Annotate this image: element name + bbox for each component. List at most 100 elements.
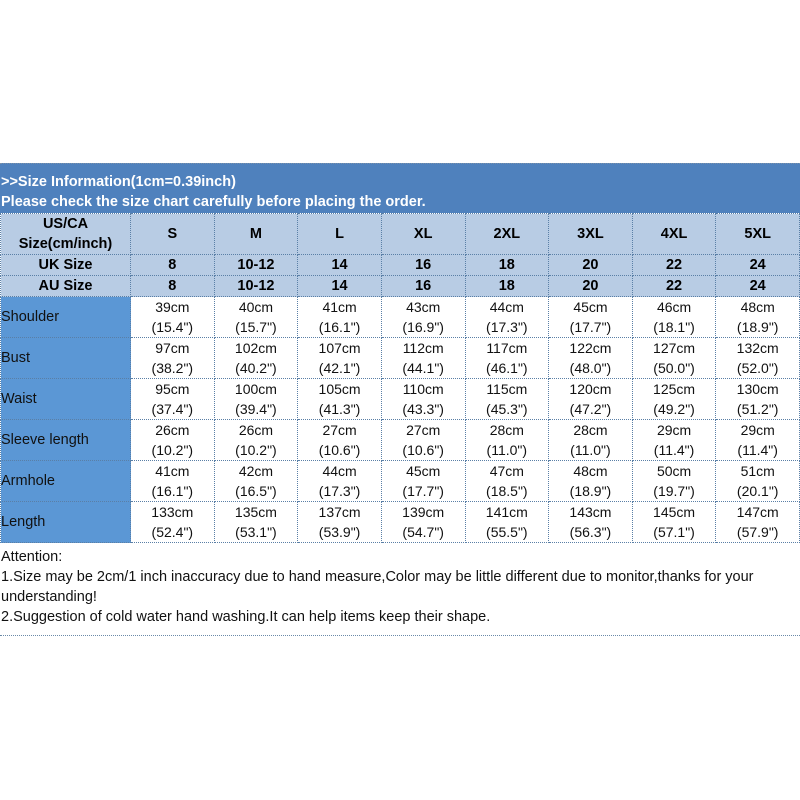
measure-cell: 147cm (57.9") bbox=[715, 501, 800, 543]
inch-value: (51.2") bbox=[736, 401, 779, 417]
inch-value: (11.4") bbox=[737, 442, 778, 458]
cm-value: 132cm bbox=[736, 340, 779, 356]
attention-notes: Attention: 1.Size may be 2cm/1 inch inac… bbox=[0, 547, 800, 627]
size-cell: 20 bbox=[548, 275, 633, 297]
inch-value: (18.5") bbox=[486, 483, 528, 499]
cm-value: 105cm bbox=[318, 381, 361, 397]
cm-value: 102cm bbox=[234, 340, 277, 356]
inch-value: (57.9") bbox=[736, 524, 779, 540]
measure-cell: 143cm (56.3") bbox=[548, 501, 633, 543]
measure-cell: 44cm (17.3") bbox=[297, 460, 382, 502]
measure-cell: 115cm (45.3") bbox=[464, 378, 550, 420]
measure-cell: 105cm (41.3") bbox=[297, 378, 382, 420]
inch-value: (16.9") bbox=[402, 319, 444, 335]
cm-value: 120cm bbox=[569, 381, 612, 397]
inch-value: (38.2") bbox=[151, 360, 194, 376]
measure-cell: 102cm (40.2") bbox=[213, 337, 299, 379]
measure-label: Armhole bbox=[0, 460, 131, 502]
inch-value: (53.1") bbox=[235, 524, 277, 540]
chart-subtitle: Please check the size chart carefully be… bbox=[1, 194, 426, 210]
measure-cell: 47cm (18.5") bbox=[464, 460, 550, 502]
cm-value: 135cm bbox=[234, 504, 277, 520]
cm-value: 45cm bbox=[406, 463, 441, 479]
measure-cell: 40cm (15.7") bbox=[213, 296, 299, 338]
title-band: >>Size Information(1cm=0.39inch) Please … bbox=[0, 163, 800, 213]
inch-value: (10.2") bbox=[235, 442, 277, 458]
inch-value: (15.7") bbox=[235, 319, 277, 335]
measure-cell: 26cm (10.2") bbox=[130, 419, 215, 461]
row-label: AU Size bbox=[0, 275, 131, 297]
size-cell: M bbox=[213, 213, 299, 255]
inch-value: (55.5") bbox=[486, 524, 528, 540]
cm-value: 45cm bbox=[573, 299, 608, 315]
measure-cell: 139cm (54.7") bbox=[380, 501, 466, 543]
inch-value: (41.3") bbox=[318, 401, 361, 417]
notes-heading: Attention: bbox=[1, 549, 63, 565]
inch-value: (43.3") bbox=[402, 401, 444, 417]
inch-value: (11.4") bbox=[653, 442, 695, 458]
cm-value: 29cm bbox=[656, 422, 692, 438]
measure-cell: 97cm (38.2") bbox=[130, 337, 215, 379]
measure-cell: 28cm (11.0") bbox=[548, 419, 633, 461]
size-chart: >>Size Information(1cm=0.39inch) Please … bbox=[0, 163, 800, 543]
inch-value: (40.2") bbox=[235, 360, 277, 376]
measure-cell: 44cm (17.3") bbox=[464, 296, 550, 338]
cm-value: 122cm bbox=[569, 340, 612, 356]
cm-value: 112cm bbox=[402, 340, 444, 356]
measure-cell: 28cm (11.0") bbox=[464, 419, 550, 461]
row-label: UK Size bbox=[0, 254, 131, 276]
cm-value: 44cm bbox=[489, 299, 524, 315]
inch-value: (48.0") bbox=[569, 360, 612, 376]
measure-cell: 100cm (39.4") bbox=[213, 378, 299, 420]
measure-cell: 117cm (46.1") bbox=[464, 337, 550, 379]
measure-cell: 27cm (10.6") bbox=[297, 419, 382, 461]
size-cell: L bbox=[297, 213, 382, 255]
size-cell: 24 bbox=[715, 275, 800, 297]
measure-cell: 27cm (10.6") bbox=[380, 419, 466, 461]
inch-value: (16.5") bbox=[235, 483, 277, 499]
cm-value: 97cm bbox=[155, 340, 190, 356]
measure-row: Length 133cm (52.4") 135cm (53.1") 137cm (53.9… bbox=[0, 501, 800, 543]
measure-cell: 125cm (49.2") bbox=[631, 378, 717, 420]
measure-cell: 41cm (16.1") bbox=[297, 296, 382, 338]
measure-cell: 26cm (10.2") bbox=[213, 419, 299, 461]
measure-cell: 141cm (55.5") bbox=[464, 501, 550, 543]
inch-value: (47.2") bbox=[569, 401, 612, 417]
inch-value: (42.1") bbox=[318, 360, 361, 376]
size-cell: 8 bbox=[130, 254, 215, 276]
measure-cell: 46cm (18.1") bbox=[631, 296, 717, 338]
inch-value: (56.3") bbox=[569, 524, 612, 540]
measure-cell: 45cm (17.7") bbox=[548, 296, 633, 338]
inch-value: (19.7") bbox=[653, 483, 695, 499]
size-table: US/CA Size(cm/inch) S M L XL 2XL 3XL 4XL 5XL UK S… bbox=[0, 213, 800, 543]
inch-value: (10.6") bbox=[402, 442, 444, 458]
inch-value: (52.0") bbox=[736, 360, 779, 376]
measure-cell: 137cm (53.9") bbox=[297, 501, 382, 543]
inch-value: (17.3") bbox=[318, 483, 361, 499]
size-cell: 18 bbox=[464, 275, 550, 297]
size-cell: 14 bbox=[297, 275, 382, 297]
measure-label: Sleeve length bbox=[0, 419, 131, 461]
cm-value: 147cm bbox=[736, 504, 779, 520]
cm-value: 41cm bbox=[322, 299, 357, 315]
cm-value: 26cm bbox=[155, 422, 190, 438]
divider bbox=[0, 635, 800, 636]
size-row: US/CA Size(cm/inch) S M L XL 2XL 3XL 4XL 5XL bbox=[0, 213, 800, 255]
cm-value: 51cm bbox=[740, 463, 775, 479]
measure-label: Bust bbox=[0, 337, 131, 379]
inch-value: (18.9") bbox=[736, 319, 779, 335]
size-row: AU Size 8 10-12 14 16 18 20 22 24 bbox=[0, 275, 800, 297]
inch-value: (53.9") bbox=[318, 524, 361, 540]
inch-value: (20.1") bbox=[736, 483, 779, 499]
inch-value: (18.1") bbox=[653, 319, 695, 335]
chart-title: >>Size Information(1cm=0.39inch) bbox=[1, 174, 236, 190]
measure-row: Waist 95cm (37.4") 100cm (39.4") 105cm (41.3")… bbox=[0, 378, 800, 420]
size-cell: 2XL bbox=[464, 213, 550, 255]
size-cell: 8 bbox=[130, 275, 215, 297]
inch-value: (10.6") bbox=[318, 442, 361, 458]
size-cell: 24 bbox=[715, 254, 800, 276]
measure-cell: 107cm (42.1") bbox=[297, 337, 382, 379]
inch-value: (49.2") bbox=[653, 401, 695, 417]
inch-value: (52.4") bbox=[151, 524, 194, 540]
size-cell: 20 bbox=[548, 254, 633, 276]
